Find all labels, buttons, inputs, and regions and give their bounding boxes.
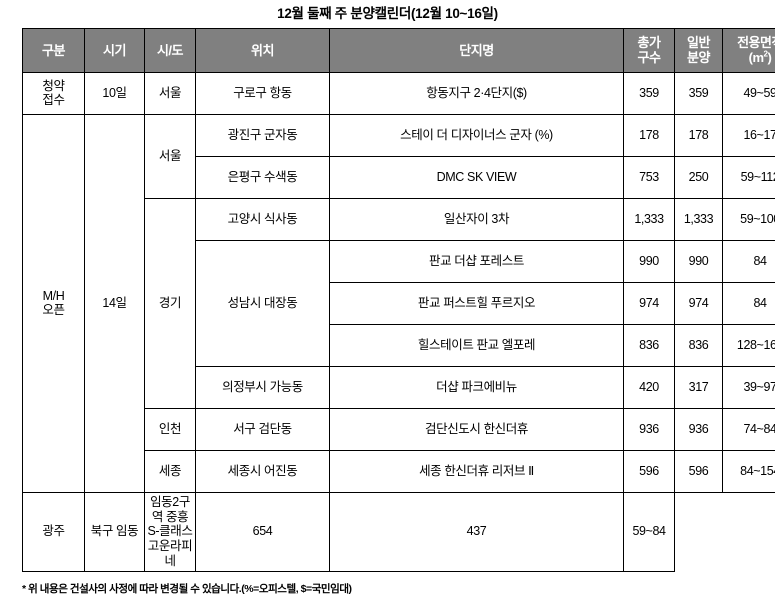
category-line2: 오픈: [42, 303, 64, 317]
cell-location: 광진구 군자동: [196, 114, 330, 156]
cell-location: 은평구 수색동: [196, 156, 330, 198]
cell-total-households: 753: [624, 156, 675, 198]
page-title: 12월 둘째 주 분양캘린더(12월 10~16일): [0, 0, 775, 28]
cell-general-supply: 596: [675, 450, 723, 492]
cell-complex-name: 힐스테이트 판교 엘포레: [330, 324, 624, 366]
cell-location: 세종시 어진동: [196, 450, 330, 492]
cell-exclusive-area: 59~84: [624, 492, 675, 571]
cell-general-supply: 936: [675, 408, 723, 450]
cell-general-supply: 974: [675, 282, 723, 324]
cell-region: 세종: [145, 450, 196, 492]
column-header-sigi: 시기: [85, 28, 145, 72]
cell-complex-name: DMC SK VIEW: [330, 156, 624, 198]
cell-exclusive-area: 128~162: [723, 324, 775, 366]
area-paren-close: ): [768, 50, 772, 65]
cell-general-supply: 437: [330, 492, 624, 571]
header-row: 구분 시기 시/도 위치 단지명 총가 구수 일반 분양 전용면적: [23, 28, 775, 72]
table-row: 광주 북구 임동 임동2구역 중흥S-클래스 고운라피네 654 437 59~…: [23, 492, 775, 571]
category-line2: 접수: [42, 93, 64, 107]
cell-date: 14일: [85, 114, 145, 492]
table-row: M/H 오픈 14일 서울 광진구 군자동 스테이 더 디자이너스 군자 (%)…: [23, 114, 775, 156]
total-households-line2: 구수: [638, 50, 661, 65]
cell-complex-name: 판교 퍼스트힐 푸르지오: [330, 282, 624, 324]
cell-general-supply: 836: [675, 324, 723, 366]
cell-total-households: 936: [624, 408, 675, 450]
cell-region: 서울: [145, 114, 196, 198]
cell-exclusive-area: 84~154: [723, 450, 775, 492]
cell-region: 경기: [145, 198, 196, 408]
cell-general-supply: 178: [675, 114, 723, 156]
table-body: 청약 접수 10일 서울 구로구 항동 항동지구 2·4단지($) 359 35…: [23, 72, 775, 571]
cell-region: 인천: [145, 408, 196, 450]
cell-complex-name: 스테이 더 디자이너스 군자 (%): [330, 114, 624, 156]
category-line1: 청약: [42, 79, 64, 93]
cell-complex-name: 더샵 파크에비뉴: [330, 366, 624, 408]
cell-exclusive-area: 84: [723, 282, 775, 324]
cell-exclusive-area: 16~17: [723, 114, 775, 156]
column-header-gubun: 구분: [23, 28, 85, 72]
cell-location: 성남시 대장동: [196, 240, 330, 366]
cell-complex-name: 항동지구 2·4단지($): [330, 72, 624, 114]
cell-total-households: 596: [624, 450, 675, 492]
cell-complex-name: 검단신도시 한신더휴: [330, 408, 624, 450]
cell-location: 고양시 식사동: [196, 198, 330, 240]
cell-total-households: 836: [624, 324, 675, 366]
footnote: * 위 내용은 건설사의 사정에 따라 변경될 수 있습니다.(%=오피스텔, …: [0, 572, 775, 596]
column-header-danji: 단지명: [330, 28, 624, 72]
column-header-exclusive-area: 전용면적 (m2): [723, 28, 775, 72]
cell-total-households: 654: [196, 492, 330, 571]
cell-total-households: 990: [624, 240, 675, 282]
column-header-sido: 시/도: [145, 28, 196, 72]
cell-location: 서구 검단동: [196, 408, 330, 450]
cell-location: 북구 임동: [85, 492, 145, 571]
total-households-line1: 총가: [638, 35, 661, 50]
cell-complex-name: 세종 한신더휴 리저브 Ⅱ: [330, 450, 624, 492]
cell-general-supply: 317: [675, 366, 723, 408]
exclusive-area-unit: (m2): [749, 50, 772, 65]
cell-location: 의정부시 가능동: [196, 366, 330, 408]
category-line1: M/H: [43, 289, 65, 303]
calendar-page: 12월 둘째 주 분양캘린더(12월 10~16일) 구분 시기 시/도 위치: [0, 0, 775, 551]
general-supply-line2: 분양: [687, 50, 710, 65]
column-header-total-households: 총가 구수: [624, 28, 675, 72]
cell-general-supply: 250: [675, 156, 723, 198]
cell-exclusive-area: 59~112: [723, 156, 775, 198]
cell-general-supply: 990: [675, 240, 723, 282]
cell-exclusive-area: 59~100: [723, 198, 775, 240]
cell-category: M/H 오픈: [23, 114, 85, 492]
cell-total-households: 178: [624, 114, 675, 156]
cell-complex-name: 임동2구역 중흥S-클래스 고운라피네: [145, 492, 196, 571]
cell-complex-name: 판교 더샵 포레스트: [330, 240, 624, 282]
table-container: 구분 시기 시/도 위치 단지명 총가 구수 일반 분양 전용면적: [0, 28, 775, 572]
cell-total-households: 359: [624, 72, 675, 114]
supply-calendar-table: 구분 시기 시/도 위치 단지명 총가 구수 일반 분양 전용면적: [22, 28, 775, 572]
cell-location: 구로구 항동: [196, 72, 330, 114]
column-header-wichi: 위치: [196, 28, 330, 72]
cell-region: 서울: [145, 72, 196, 114]
cell-date: 10일: [85, 72, 145, 114]
cell-complex-name: 일산자이 3차: [330, 198, 624, 240]
general-supply-line1: 일반: [687, 35, 710, 50]
table-row: 청약 접수 10일 서울 구로구 항동 항동지구 2·4단지($) 359 35…: [23, 72, 775, 114]
cell-general-supply: 359: [675, 72, 723, 114]
cell-total-households: 1,333: [624, 198, 675, 240]
cell-total-households: 974: [624, 282, 675, 324]
cell-exclusive-area: 74~84: [723, 408, 775, 450]
cell-total-households: 420: [624, 366, 675, 408]
area-unit-m: m: [752, 50, 763, 65]
exclusive-area-line1: 전용면적: [737, 35, 775, 50]
cell-category: 청약 접수: [23, 72, 85, 114]
column-header-general-supply: 일반 분양: [675, 28, 723, 72]
cell-exclusive-area: 84: [723, 240, 775, 282]
cell-exclusive-area: 49~59: [723, 72, 775, 114]
cell-exclusive-area: 39~97: [723, 366, 775, 408]
table-header: 구분 시기 시/도 위치 단지명 총가 구수 일반 분양 전용면적: [23, 28, 775, 72]
cell-general-supply: 1,333: [675, 198, 723, 240]
cell-region: 광주: [23, 492, 85, 571]
